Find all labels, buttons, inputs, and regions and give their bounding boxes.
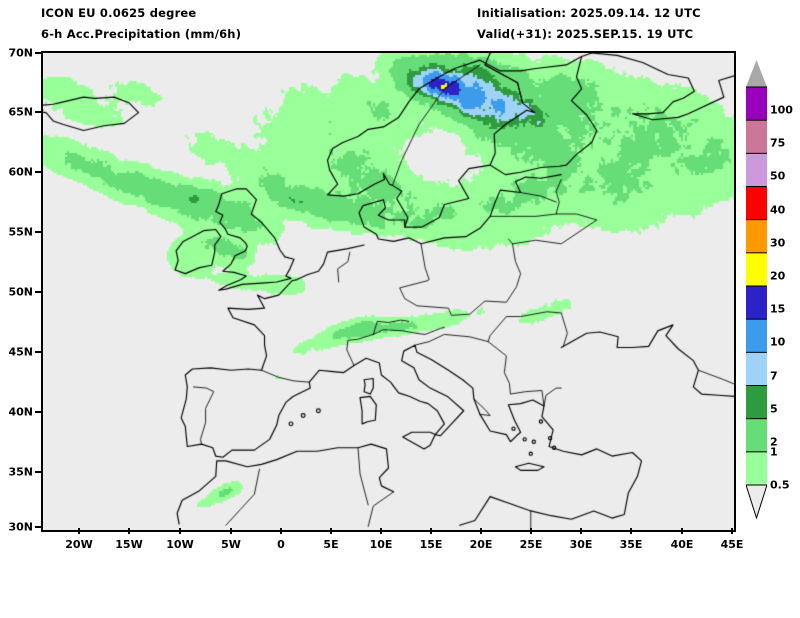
colorbar-tick-label: 7 — [770, 369, 778, 383]
y-axis-tick-mark — [35, 171, 41, 173]
colorbar-separator — [746, 119, 767, 121]
colorbar-band — [746, 319, 767, 353]
x-axis-tick-label: 30E — [569, 538, 593, 551]
x-axis-tick-mark — [280, 528, 282, 534]
colorbar-tick-label: 30 — [770, 236, 786, 250]
x-axis-tick-label: 20E — [469, 538, 493, 551]
x-axis-tick-mark — [78, 528, 80, 534]
precipitation-field-canvas — [43, 53, 734, 530]
colorbar-separator — [746, 152, 767, 154]
colorbar-band — [746, 252, 767, 287]
x-axis-tick-label: 5E — [323, 538, 339, 551]
x-axis-tick-mark — [380, 528, 382, 534]
x-axis-tick-label: 45E — [720, 538, 744, 551]
y-axis-tick-label: 50N — [8, 285, 33, 299]
y-axis-tick-label: 70N — [8, 46, 33, 60]
colorbar-tick-label: 2 — [770, 435, 778, 449]
colorbar-band — [746, 186, 767, 221]
precipitation-colorbar — [746, 60, 767, 520]
field-name-label: 6-h Acc.Precipitation (mm/6h) — [41, 27, 242, 41]
x-axis-tick-mark — [731, 528, 733, 534]
y-axis-tick-label: 40N — [8, 405, 33, 419]
colorbar-band — [746, 153, 767, 187]
map-plot-area — [41, 51, 736, 532]
colorbar-over-arrow — [746, 60, 767, 87]
colorbar-separator — [746, 186, 767, 187]
x-axis-tick-label: 15W — [115, 538, 143, 551]
x-axis-tick-mark — [580, 528, 582, 534]
colorbar-separator — [746, 351, 767, 353]
colorbar-separator — [746, 318, 767, 320]
colorbar-tick-label: 100 — [770, 103, 793, 117]
y-axis-tick-label: 65N — [8, 105, 33, 119]
x-axis-tick-label: 10E — [369, 538, 393, 551]
colorbar-tick-label: 50 — [770, 169, 786, 183]
y-axis-tick-mark — [35, 411, 41, 413]
colorbar-band — [746, 87, 767, 121]
x-axis-tick-mark — [681, 528, 683, 534]
x-axis-tick-mark — [530, 528, 532, 534]
colorbar-graphic — [746, 60, 767, 520]
valid-time-label: Valid(+31): 2025.SEP.15. 19 UTC — [477, 27, 694, 41]
y-axis-tick-mark — [35, 111, 41, 113]
colorbar-band — [746, 219, 767, 254]
model-name-label: ICON EU 0.0625 degree — [41, 6, 197, 20]
colorbar-tick-label: 1 — [770, 445, 778, 459]
initialisation-label: Initialisation: 2025.09.14. 12 UTC — [477, 6, 701, 20]
colorbar-band — [746, 120, 767, 154]
y-axis-tick-label: 45N — [8, 345, 33, 359]
y-axis-tick-mark — [35, 526, 41, 528]
x-axis-tick-label: 0 — [277, 538, 285, 551]
x-axis-tick-label: 10W — [166, 538, 194, 551]
colorbar-band — [746, 352, 767, 386]
y-axis-tick-label: 60N — [8, 165, 33, 179]
colorbar-separator — [746, 252, 767, 254]
x-axis-tick-mark — [630, 528, 632, 534]
colorbar-tick-label: 15 — [770, 302, 786, 316]
y-axis-tick-mark — [35, 52, 41, 54]
colorbar-tick-label: 0.5 — [770, 478, 790, 492]
x-axis-tick-label: 15E — [419, 538, 443, 551]
y-axis-tick-label: 35N — [8, 465, 33, 479]
y-axis-tick-label: 30N — [8, 520, 33, 534]
x-axis-tick-mark — [128, 528, 130, 534]
colorbar-separator — [746, 219, 767, 221]
x-axis-tick-mark — [330, 528, 332, 534]
colorbar-band — [746, 451, 767, 486]
x-axis-tick-mark — [430, 528, 432, 534]
x-axis-tick-label: 40E — [670, 538, 694, 551]
colorbar-tick-label: 20 — [770, 269, 786, 283]
colorbar-tick-label: 40 — [770, 203, 786, 217]
colorbar-band — [746, 418, 767, 453]
x-axis-tick-mark — [230, 528, 232, 534]
x-axis-tick-label: 35E — [619, 538, 643, 551]
y-axis-tick-mark — [35, 351, 41, 353]
x-axis-tick-mark — [480, 528, 482, 534]
x-axis-tick-label: 25E — [519, 538, 543, 551]
x-axis-tick-label: 20W — [65, 538, 93, 551]
colorbar-separator — [746, 418, 767, 420]
colorbar-band — [746, 385, 767, 420]
colorbar-separator — [746, 86, 767, 88]
colorbar-separator — [746, 385, 767, 386]
colorbar-separator — [746, 285, 767, 287]
x-axis-tick-mark — [179, 528, 181, 534]
x-axis-tick-label: 5W — [221, 538, 241, 551]
colorbar-tick-label: 10 — [770, 335, 786, 349]
colorbar-band — [746, 286, 767, 320]
y-axis-tick-mark — [35, 291, 41, 293]
colorbar-separator — [746, 451, 767, 453]
y-axis-tick-label: 55N — [8, 225, 33, 239]
y-axis-tick-mark — [35, 231, 41, 233]
colorbar-tick-label: 75 — [770, 136, 786, 150]
y-axis-tick-mark — [35, 471, 41, 473]
colorbar-under-arrow — [746, 484, 767, 520]
colorbar-tick-label: 5 — [770, 402, 778, 416]
